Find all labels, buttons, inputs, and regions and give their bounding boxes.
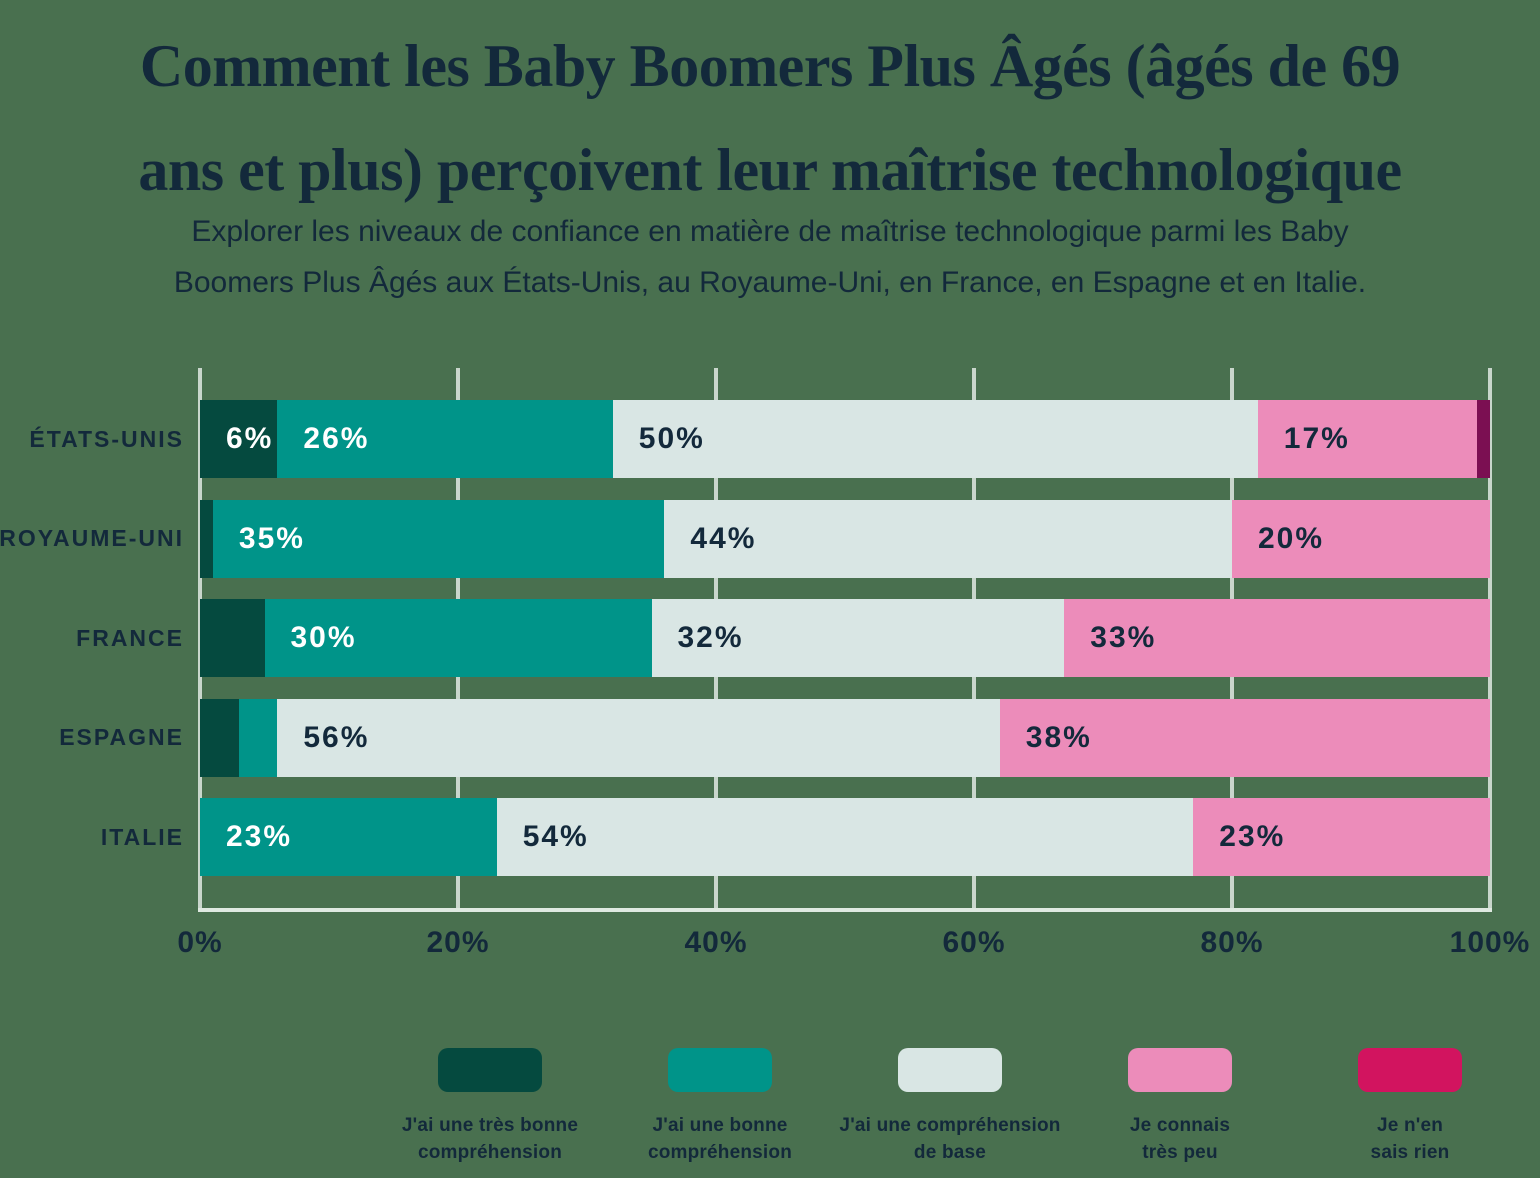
bar-segment xyxy=(200,599,265,677)
gridline xyxy=(1488,368,1492,910)
x-axis-tick-label: 60% xyxy=(942,926,1006,959)
bar-row: 6% 26% 50% 17% xyxy=(200,400,1490,478)
legend-item: Je n'en sais rien xyxy=(1295,1048,1525,1166)
legend-swatch xyxy=(668,1048,772,1092)
bar-segment xyxy=(238,698,278,777)
bar-segment: 26% xyxy=(277,400,613,478)
legend-swatch xyxy=(438,1048,542,1092)
bar-segment: 56% xyxy=(277,698,1000,777)
legend-label: Je n'en sais rien xyxy=(1370,1115,1450,1163)
bar-segment: 6% xyxy=(200,400,278,478)
bar-segment xyxy=(200,698,239,777)
bar-value-label: 35% xyxy=(238,521,305,555)
x-axis-tick-label: 80% xyxy=(1200,926,1264,959)
bar-value-label: 32% xyxy=(677,621,744,654)
bar-value-label: 44% xyxy=(690,521,757,555)
bar-value-label: 26% xyxy=(303,422,370,455)
bar-segment: 23% xyxy=(1193,798,1490,876)
legend-swatch xyxy=(1128,1048,1232,1092)
x-axis-tick-label: 20% xyxy=(426,926,490,959)
bar-segment: 54% xyxy=(496,798,1194,876)
legend-label: J'ai une bonne compréhension xyxy=(647,1115,793,1163)
legend-item: J'ai une compréhension de base xyxy=(835,1048,1065,1166)
legend-item: J'ai une bonne compréhension xyxy=(605,1048,835,1166)
bar-segment: 38% xyxy=(999,698,1490,777)
chart-title: Comment les Baby Boomers Plus Âgés (âgés… xyxy=(138,33,1402,203)
x-axis-line xyxy=(198,908,1492,912)
category-label: FRANCE xyxy=(76,624,184,651)
category-label: ROYAUME-UNI xyxy=(0,525,184,551)
x-axis-tick-label: 100% xyxy=(1449,926,1531,959)
legend-label: J'ai une très bonne compréhension xyxy=(401,1115,579,1163)
category-label: ITALIE xyxy=(100,823,184,850)
legend-label: Je connais très peu xyxy=(1129,1115,1231,1163)
bar-segment: 20% xyxy=(1231,499,1490,578)
bar-row: 30% 32% 33% xyxy=(200,599,1490,677)
category-label: ESPAGNE xyxy=(59,724,184,750)
bar-segment: 17% xyxy=(1257,400,1478,478)
x-axis-tick-label: 0% xyxy=(177,926,223,959)
legend-swatch xyxy=(898,1048,1002,1092)
bar-value-label: 33% xyxy=(1090,621,1157,654)
bar-segment: 50% xyxy=(612,400,1258,478)
bar-segment: 44% xyxy=(664,499,1232,578)
bar-segment: 30% xyxy=(264,599,652,677)
bar-segment xyxy=(200,499,213,578)
bar-segment xyxy=(1477,400,1490,478)
bar-row: 23% 54% 23% xyxy=(200,798,1490,876)
bar-value-label: 23% xyxy=(226,820,293,853)
bar-segment: 35% xyxy=(212,499,665,578)
bar-value-label: 30% xyxy=(290,621,357,654)
legend-item: J'ai une très bonne compréhension xyxy=(375,1048,605,1166)
bar-value-label: 20% xyxy=(1257,521,1325,555)
bar-row: 35% 44% 20% xyxy=(200,499,1490,578)
x-axis-tick-label: 40% xyxy=(684,926,748,959)
bar-value-label: 38% xyxy=(1025,720,1092,754)
legend-label: J'ai une compréhension de base xyxy=(839,1115,1061,1163)
bar-value-label: 56% xyxy=(303,720,370,754)
bar-value-label: 23% xyxy=(1219,820,1286,853)
bar-segment: 23% xyxy=(200,798,497,876)
bar-segment: 32% xyxy=(651,599,1065,677)
legend-item: Je connais très peu xyxy=(1065,1048,1295,1166)
legend-swatch xyxy=(1358,1048,1462,1092)
chart-plot: 6% 26% 50% 17% 35% 44% 20% 30% 32% 33% 56% 38% 23% 54… xyxy=(198,368,1492,912)
legend: J'ai une très bonne compréhension J'ai un… xyxy=(375,1048,1525,1166)
bar-value-label: 54% xyxy=(522,820,589,853)
bar-value-label: 50% xyxy=(638,422,705,455)
bar-row: 56% 38% xyxy=(200,698,1490,777)
bar-value-label: 6% xyxy=(226,422,274,455)
bar-segment: 33% xyxy=(1064,599,1490,677)
category-label: ÉTATS-UNIS xyxy=(29,425,184,452)
bar-value-label: 17% xyxy=(1283,422,1350,455)
chart-subtitle: Explorer les niveaux de confiance en mat… xyxy=(173,215,1367,299)
